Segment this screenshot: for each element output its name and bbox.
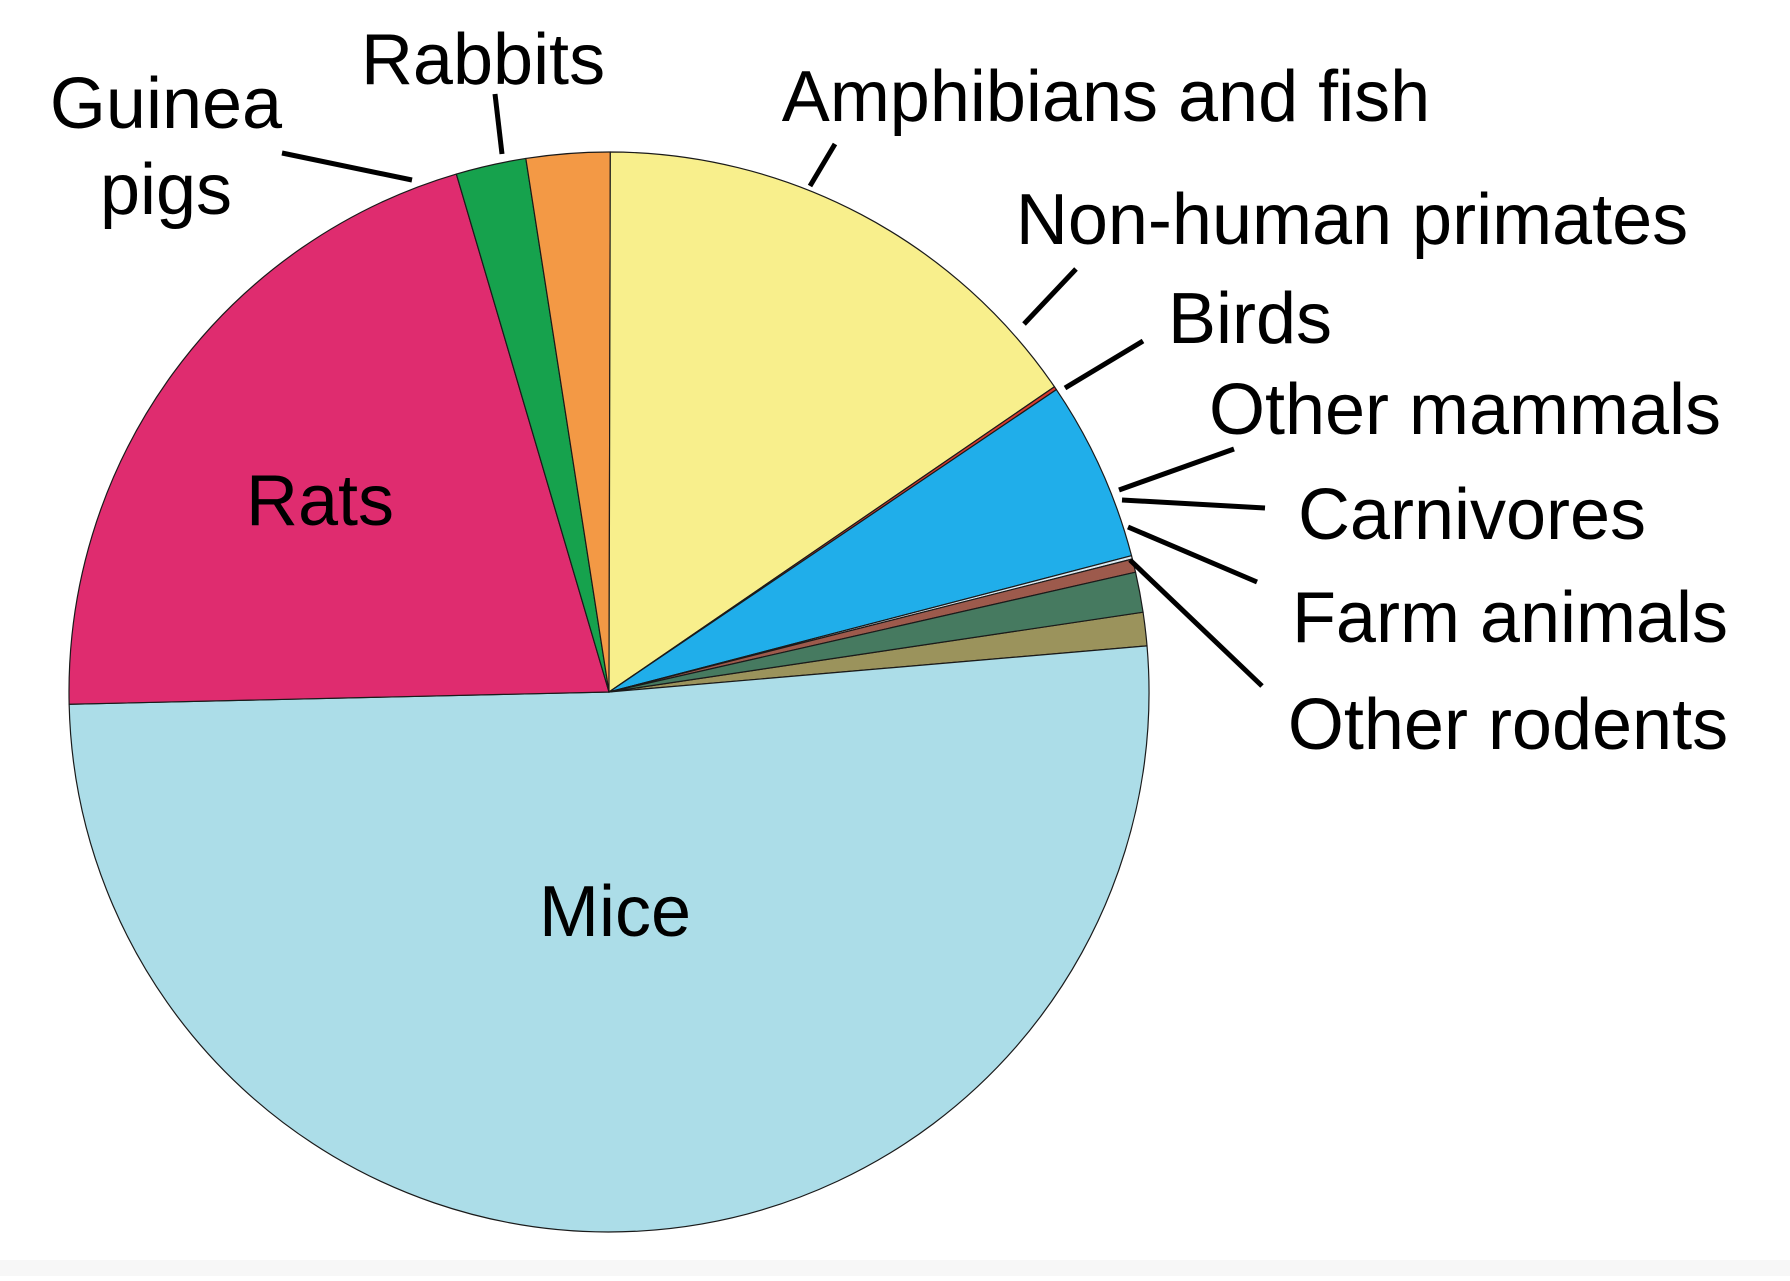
label-line: Birds: [1168, 279, 1332, 359]
leader-line-amphibians-fish: [807, 142, 838, 188]
slices-layer: [68, 151, 1150, 1233]
leader-line-farm-animals: [1127, 524, 1258, 585]
leader-lines-layer: [281, 93, 1266, 688]
leader-line-guinea-pigs: [281, 150, 413, 183]
label-birds: Birds: [1168, 279, 1332, 359]
label-line: Non-human primates: [1016, 180, 1688, 260]
label-amphibians-fish: Amphibians and fish: [782, 57, 1430, 137]
leader-line-birds: [1063, 338, 1145, 391]
label-mice: Mice: [539, 872, 691, 952]
label-primates: Non-human primates: [1016, 180, 1688, 260]
labels-layer: Other rodents Mice Rats Guinea pigs Rabbits Am…: [50, 20, 1728, 952]
bottom-edge: [0, 1260, 1790, 1276]
leader-line-primates: [1022, 267, 1078, 326]
label-line: Rabbits: [361, 20, 605, 100]
slice-mice: [68, 645, 1150, 1233]
label-rats: Rats: [246, 461, 394, 541]
label-guinea-pigs: Guinea pigs: [50, 64, 283, 230]
label-line: Other mammals: [1209, 370, 1721, 450]
leader-line-carnivores: [1121, 497, 1266, 511]
label-line: Mice: [539, 872, 691, 952]
slice-birds: [608, 388, 1133, 693]
label-line: Guinea: [50, 64, 283, 144]
label-line: Rats: [246, 461, 394, 541]
label-other-mammals: Other mammals: [1209, 370, 1721, 450]
label-other-rodents: Other rodents: [1288, 685, 1728, 765]
label-line: Carnivores: [1298, 475, 1646, 555]
slice-rats: [68, 173, 610, 705]
label-line: Other rodents: [1288, 685, 1728, 765]
slice-amphibians-fish: [608, 151, 1056, 693]
label-line: pigs: [100, 150, 232, 230]
slice-farm-animals: [608, 571, 1144, 693]
label-line: Amphibians and fish: [782, 57, 1430, 137]
leader-line-other-rodents: [1128, 558, 1264, 688]
label-farm-animals: Farm animals: [1292, 578, 1728, 658]
leader-line-other-mammals: [1118, 446, 1235, 493]
label-carnivores: Carnivores: [1298, 475, 1646, 555]
label-rabbits: Rabbits: [361, 20, 605, 100]
label-line: Farm animals: [1292, 578, 1728, 658]
leader-line-rabbits: [492, 93, 505, 155]
